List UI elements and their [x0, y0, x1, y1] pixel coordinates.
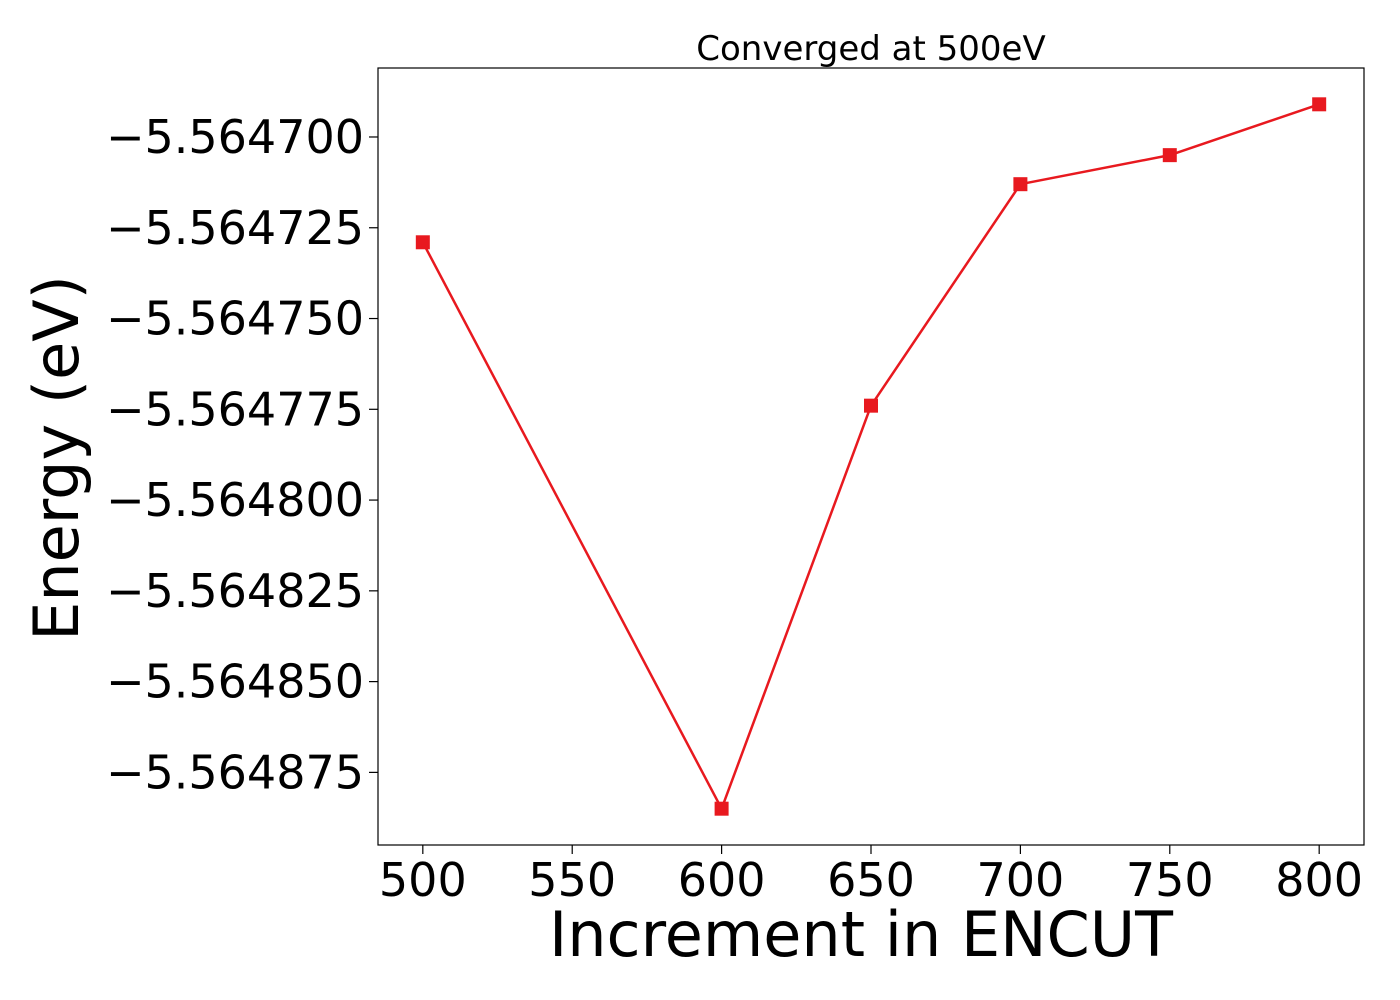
x-tick-label: 500	[379, 853, 467, 907]
y-tick-label: −5.564725	[106, 201, 364, 255]
x-tick-label: 700	[976, 853, 1064, 907]
data-point-marker	[1013, 177, 1028, 192]
y-axis-ticks: −5.564700 −5.564725 −5.564750 −5.564775 −5.5…	[106, 110, 378, 799]
x-tick-label: 650	[827, 853, 915, 907]
data-point-marker	[1312, 97, 1327, 112]
y-tick-label: −5.564750	[106, 292, 364, 346]
data-point-marker	[1162, 148, 1177, 163]
y-tick-label: −5.564775	[106, 382, 364, 436]
x-tick-label: 800	[1275, 853, 1363, 907]
x-tick-label: 550	[528, 853, 616, 907]
data-point-marker	[714, 801, 729, 816]
x-tick-label: 600	[678, 853, 766, 907]
series-line	[421, 103, 1320, 810]
x-axis-ticks: 500 550 600 650 700 750 800	[379, 845, 1363, 907]
y-tick-label: −5.564850	[106, 655, 364, 709]
series-layer	[415, 97, 1327, 816]
plot-frame	[377, 67, 1365, 846]
y-axis-title: Energy (eV)	[20, 275, 93, 641]
x-axis-title: Increment in ENCUT	[549, 898, 1174, 971]
y-tick-label: −5.564700	[106, 110, 364, 164]
data-point-marker	[415, 235, 430, 250]
chart-title: Converged at 500eV	[696, 29, 1045, 69]
y-tick-label: −5.564800	[106, 473, 364, 527]
x-tick-label: 750	[1126, 853, 1214, 907]
data-point-marker	[864, 398, 878, 413]
y-tick-label: −5.564875	[106, 745, 364, 799]
y-tick-label: −5.564825	[106, 564, 364, 618]
